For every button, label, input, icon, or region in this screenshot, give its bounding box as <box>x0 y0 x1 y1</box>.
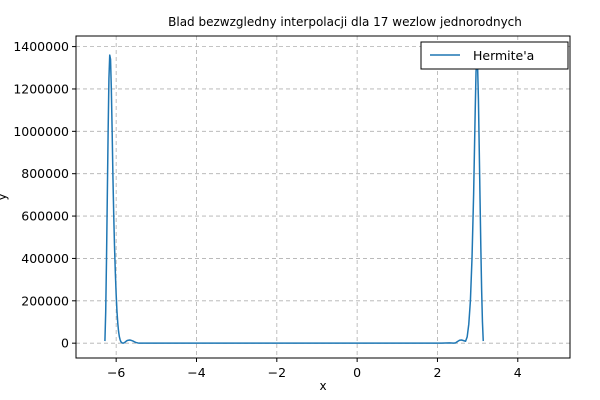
y-axis-label: y <box>0 193 9 200</box>
y-tick-label: 0 <box>61 336 69 351</box>
y-tick-label: 1200000 <box>13 81 69 96</box>
legend: Hermite'a <box>420 41 569 70</box>
x-tick-label: 4 <box>514 365 522 380</box>
x-tick-label: 2 <box>433 365 441 380</box>
x-tick-label: −6 <box>107 365 125 380</box>
y-tick-label: 600000 <box>21 209 69 224</box>
x-axis-label: x <box>319 379 326 393</box>
series-line <box>104 54 484 344</box>
y-tick-label: 1000000 <box>13 124 69 139</box>
y-tick-label: 1400000 <box>13 39 69 54</box>
series-layer <box>104 54 484 344</box>
chart-title: Blad bezwzgledny interpolacji dla 17 wez… <box>168 15 522 29</box>
x-tick-label: −2 <box>268 365 286 380</box>
y-tick-label: 400000 <box>21 251 69 266</box>
legend-label: Hermite'a <box>473 48 534 63</box>
y-tick-label: 200000 <box>21 293 69 308</box>
grid <box>76 36 570 358</box>
x-tick-label: 0 <box>353 365 361 380</box>
axis-ticks: −6 −4 −2 0 2 4 0 200000 400000 600000 800000 100000… <box>13 39 521 380</box>
x-tick-label: −4 <box>187 365 205 380</box>
y-tick-label: 800000 <box>21 166 69 181</box>
plot-frame <box>75 35 571 359</box>
